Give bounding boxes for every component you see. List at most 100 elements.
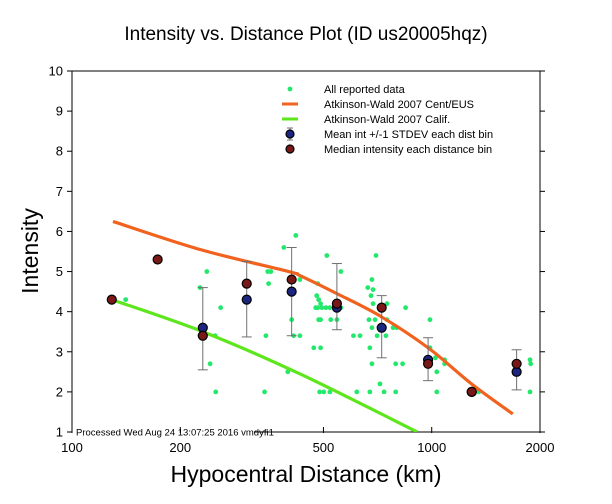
reported-data-point bbox=[366, 317, 372, 323]
reported-data-point bbox=[266, 281, 271, 286]
x-axis-label: Hypocentral Distance (km) bbox=[171, 461, 442, 487]
mean-intensity-marker bbox=[376, 322, 387, 333]
reported-data-point bbox=[314, 293, 320, 299]
reported-data-point bbox=[383, 333, 389, 339]
legend-label: Median intensity each distance bin bbox=[324, 144, 492, 156]
processed-note: Processed Wed Aug 24 13:07:25 2016 vmdyf… bbox=[76, 428, 274, 439]
reported-data-point bbox=[268, 269, 274, 274]
reported-data-point bbox=[433, 355, 438, 361]
x-tick-label: 100 bbox=[61, 440, 83, 455]
plot-area bbox=[106, 219, 534, 432]
reported-data-point bbox=[369, 361, 375, 367]
median-intensity-marker bbox=[466, 386, 477, 397]
reported-data-point bbox=[377, 381, 383, 387]
reported-data-point bbox=[393, 389, 399, 395]
cent-eus-curve bbox=[112, 219, 514, 416]
reported-data-point bbox=[262, 389, 267, 395]
reported-data-point bbox=[328, 317, 334, 323]
reported-data-point bbox=[381, 389, 387, 395]
reported-data-point bbox=[365, 285, 371, 290]
reported-data-point bbox=[527, 389, 533, 395]
chart-title: Intensity vs. Distance Plot (ID us20005h… bbox=[124, 24, 487, 45]
reported-data-point bbox=[327, 389, 333, 395]
reported-data-point bbox=[369, 325, 375, 331]
median-intensity-marker bbox=[106, 294, 117, 305]
legend-mean-marker-icon bbox=[285, 129, 295, 139]
legend-label: Atkinson-Wald 2007 Calif. bbox=[324, 114, 450, 126]
x-tick-label: 2000 bbox=[526, 440, 555, 455]
x-tick-label: 1000 bbox=[417, 440, 446, 455]
y-tick-label: 6 bbox=[56, 224, 63, 239]
reported-data-point bbox=[213, 389, 219, 395]
reported-data-point bbox=[281, 245, 287, 250]
legend-reported-dot-icon bbox=[287, 86, 293, 92]
median-intensity-marker bbox=[197, 330, 208, 341]
median-intensity-marker bbox=[422, 358, 434, 369]
reported-data-point bbox=[218, 305, 224, 311]
reported-data-point bbox=[370, 287, 376, 293]
mean-intensity-marker bbox=[286, 286, 297, 297]
reported-data-point bbox=[316, 297, 322, 303]
y-tick-label: 5 bbox=[56, 264, 63, 279]
reported-data-point bbox=[311, 345, 317, 351]
y-tick-label: 8 bbox=[56, 144, 63, 159]
reported-data-point bbox=[318, 301, 323, 307]
reported-data-point bbox=[293, 233, 299, 238]
reported-data-point bbox=[400, 361, 406, 367]
legend-label: All reported data bbox=[324, 84, 406, 96]
reported-data-point bbox=[207, 361, 213, 367]
median-intensity-marker bbox=[331, 298, 342, 309]
reported-data-point bbox=[528, 361, 534, 367]
plot-contents bbox=[106, 219, 534, 432]
reported-data-point bbox=[297, 277, 303, 282]
median-intensity-marker bbox=[286, 274, 297, 285]
reported-data-point bbox=[338, 269, 344, 274]
reported-data-point bbox=[368, 293, 374, 299]
reported-data-point bbox=[263, 333, 269, 339]
reported-data-point bbox=[315, 305, 321, 311]
reported-data-point bbox=[319, 305, 325, 311]
y-tick-label: 10 bbox=[49, 64, 63, 79]
reported-data-point bbox=[369, 277, 375, 282]
axes: Processed Wed Aug 24 13:07:25 2016 vmdyf… bbox=[49, 64, 555, 456]
x-tick-label: 200 bbox=[169, 440, 191, 455]
median-intensity-marker bbox=[241, 278, 252, 289]
legend: All reported data Atkinson-Wald 2007 Cent… bbox=[282, 84, 493, 156]
reported-data-point bbox=[327, 305, 333, 311]
median-intensity-marker bbox=[376, 302, 387, 313]
reported-data-point bbox=[434, 369, 440, 375]
reported-data-point bbox=[285, 369, 291, 375]
reported-data-point bbox=[357, 333, 363, 339]
reported-data-point bbox=[427, 317, 433, 323]
y-tick-label: 3 bbox=[56, 344, 63, 359]
reported-data-point bbox=[351, 333, 356, 339]
reported-data-point bbox=[318, 317, 323, 323]
reported-data-point bbox=[123, 297, 129, 303]
reported-data-point bbox=[317, 389, 323, 395]
reported-data-point bbox=[297, 333, 303, 339]
y-tick-label: 1 bbox=[56, 425, 63, 440]
median-intensity-marker bbox=[152, 254, 163, 265]
reported-data-point bbox=[324, 253, 330, 258]
x-tick-label: 500 bbox=[313, 440, 335, 455]
reported-data-point bbox=[354, 389, 360, 395]
reported-data-point bbox=[373, 253, 379, 258]
y-tick-label: 7 bbox=[56, 184, 63, 199]
reported-data-point bbox=[323, 305, 329, 311]
y-tick-label: 2 bbox=[56, 384, 63, 399]
median-intensity-marker bbox=[511, 358, 522, 369]
reported-data-point bbox=[372, 317, 378, 323]
reported-data-point bbox=[434, 389, 440, 395]
reported-data-point bbox=[204, 269, 210, 274]
reported-data-point bbox=[367, 345, 373, 351]
reported-data-point bbox=[374, 333, 380, 339]
reported-data-point bbox=[393, 361, 399, 367]
legend-label: Mean int +/-1 STDEV each dist bin bbox=[324, 129, 493, 141]
calif-curve bbox=[111, 298, 419, 432]
mean-intensity-marker bbox=[241, 294, 252, 305]
reported-data-point bbox=[403, 305, 408, 311]
reported-data-point bbox=[527, 357, 533, 363]
legend-median-marker-icon bbox=[285, 144, 295, 154]
y-tick-label: 9 bbox=[56, 104, 63, 119]
